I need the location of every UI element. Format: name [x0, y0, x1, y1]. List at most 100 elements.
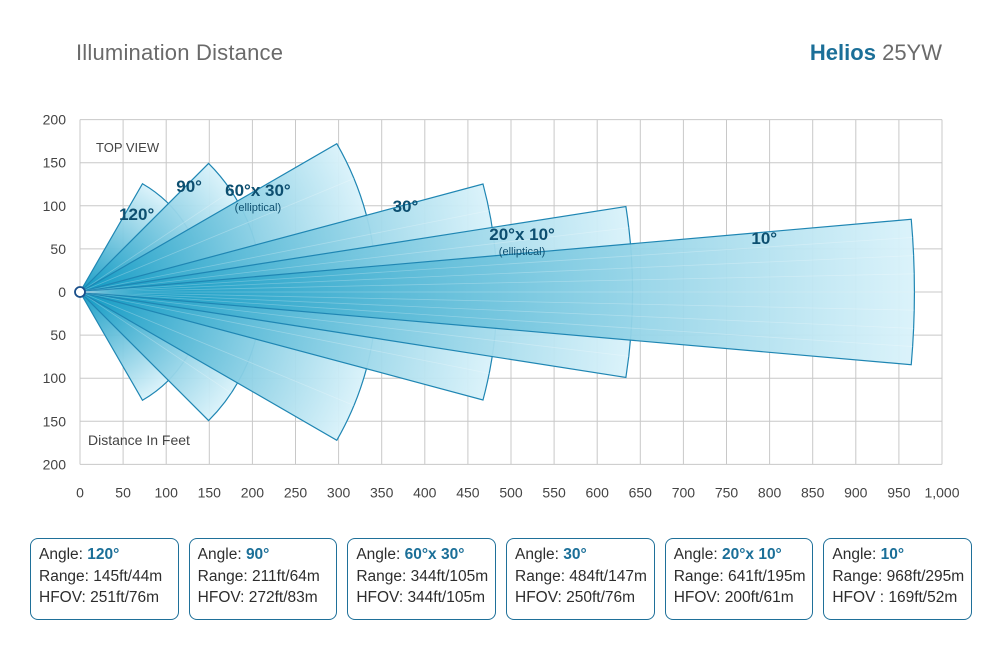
- y-tick-label: 100: [43, 370, 67, 386]
- spec-card-60x30: Angle: 60°x 30° Range: 344ft/105m HFOV: …: [347, 538, 497, 620]
- beam-ray: [79, 291, 355, 406]
- x-tick-label: 950: [887, 484, 911, 500]
- beam-angle-label: 10°: [751, 229, 777, 248]
- card-angle: Angle: 20°x 10°: [674, 544, 813, 566]
- brand-label: Helios 25YW: [810, 40, 942, 66]
- card-angle-label: Angle:: [356, 546, 401, 563]
- beam-spec-cards: Angle: 120° Range: 145ft/44m HFOV: 251ft…: [30, 538, 973, 620]
- y-tick-label: 200: [43, 112, 67, 128]
- beam-ray: [79, 291, 629, 357]
- y-tick-label: 50: [50, 241, 66, 257]
- card-angle-label: Angle:: [832, 546, 877, 563]
- x-tick-label: 550: [542, 484, 566, 500]
- beam-angle-label: 30°: [393, 197, 419, 216]
- x-tick-label: 100: [155, 484, 179, 500]
- beam-note: (elliptical): [499, 246, 545, 258]
- x-tick-label: 650: [629, 484, 653, 500]
- x-tick-label: 800: [758, 484, 782, 500]
- card-angle-value: 30°: [563, 546, 587, 563]
- y-tick-label: 150: [43, 413, 67, 429]
- x-tick-label: 300: [327, 484, 351, 500]
- beam-label-layer: 120° 90° 60°x 30° (elliptical) 30° 20°x 10° (e…: [74, 177, 777, 298]
- card-range: Range: 641ft/195m: [673, 567, 806, 585]
- beam-ray: [79, 291, 914, 329]
- beam-ray: [79, 291, 913, 347]
- x-tick-label: 350: [370, 484, 394, 500]
- x-tick-label: 50: [115, 484, 131, 500]
- page-title: Illumination Distance: [76, 40, 284, 65]
- card-angle-value: 120°: [87, 546, 120, 563]
- card-angle-label: Angle:: [515, 546, 559, 563]
- x-tick-label: 450: [456, 484, 480, 500]
- illumination-chart: 120° 90° 60°x 30° (elliptical) 30° 20°x 10° (e…: [43, 112, 960, 501]
- x-tick-label: 600: [586, 484, 610, 500]
- x-axis-title: Distance In Feet: [88, 432, 190, 448]
- beam-wedge: [79, 218, 915, 366]
- spec-card-10: Angle: 10° Range: 968ft/295m HFOV : 169f…: [823, 538, 973, 620]
- beam-ray: [79, 273, 915, 293]
- beam-angle-label: 20°x 10°: [489, 225, 555, 244]
- beam-ray: [79, 227, 629, 293]
- card-angle-label: Angle:: [673, 546, 718, 563]
- spec-card-120: Angle: 120° Range: 145ft/44m HFOV: 251ft…: [30, 538, 179, 620]
- card-angle: Angle: 120°: [39, 544, 178, 566]
- card-hfov: HFOV: 200ft/61m: [673, 589, 794, 606]
- x-tick-label: 400: [413, 484, 437, 500]
- y-tick-label: 50: [50, 327, 66, 343]
- beam-note: (elliptical): [235, 202, 281, 214]
- top-view-label: TOP VIEW: [96, 140, 160, 155]
- spec-card-20x10: Angle: 20°x 10° Range: 641ft/195m HFOV: …: [664, 538, 814, 620]
- origin-marker: [74, 286, 86, 298]
- card-range: Range: 211ft/64m: [197, 567, 320, 585]
- beam-layer: [77, 142, 915, 442]
- card-hfov: HFOV: 250ft/76m: [515, 589, 636, 606]
- card-angle-value: 60°x 30°: [404, 546, 465, 563]
- card-angle: Angle: 90°: [198, 544, 337, 566]
- x-tick-label: 700: [672, 484, 696, 500]
- spec-card-30: Angle: 30° Range: 484ft/147m HFOV: 250ft…: [506, 538, 655, 620]
- x-tick-label: 1,000: [924, 484, 959, 500]
- card-angle: Angle: 10°: [832, 544, 971, 566]
- beam-ray: [79, 190, 232, 293]
- y-tick-label: 0: [58, 284, 66, 300]
- beam-ray: [79, 237, 913, 293]
- beam-ray: [79, 210, 490, 293]
- card-angle-value: 90°: [245, 546, 270, 563]
- beam-ray: [79, 291, 490, 374]
- beam-angle-label: 90°: [176, 177, 202, 196]
- card-hfov: HFOV: 272ft/83m: [197, 589, 318, 606]
- card-hfov: HFOV : 169ft/52m: [832, 589, 958, 606]
- x-tick-label: 0: [76, 484, 84, 500]
- x-tick-label: 250: [284, 484, 308, 500]
- x-tick-label: 750: [715, 484, 739, 500]
- card-range: Range: 968ft/295m: [832, 567, 965, 585]
- spec-card-90: Angle: 90° Range: 211ft/64m HFOV: 272ft/…: [188, 538, 338, 620]
- brand-model: 25YW: [882, 40, 942, 65]
- beam-angle-label: 60°x 30°: [225, 181, 291, 200]
- x-tick-label: 150: [198, 484, 222, 500]
- card-angle-label: Angle:: [197, 546, 242, 563]
- x-tick-label: 900: [844, 484, 868, 500]
- brand-name: Helios: [809, 40, 876, 65]
- card-hfov: HFOV: 251ft/76m: [39, 589, 160, 606]
- card-angle-label: Angle:: [39, 546, 83, 563]
- y-tick-label: 200: [43, 456, 67, 472]
- card-range: Range: 344ft/105m: [356, 567, 489, 585]
- beam-ray: [79, 255, 914, 293]
- axis-labels: 0 50 100 150 200 250 300 350 400 450 500 550 600 650 7…: [43, 112, 960, 501]
- beam-ray: [79, 291, 915, 311]
- card-hfov: HFOV: 344ft/105m: [356, 589, 485, 606]
- beam-angle-label: 120°: [119, 205, 154, 224]
- card-angle: Angle: 60°x 30°: [356, 544, 495, 566]
- card-angle: Angle: 30°: [515, 544, 654, 566]
- y-tick-label: 100: [43, 198, 67, 214]
- card-angle-value: 20°x 10°: [721, 546, 782, 563]
- y-tick-label: 150: [43, 155, 67, 171]
- x-tick-label: 500: [499, 484, 523, 500]
- beam-ray: [79, 178, 355, 293]
- x-tick-label: 200: [241, 484, 265, 500]
- x-tick-label: 850: [801, 484, 825, 500]
- beam-ray: [79, 291, 232, 394]
- card-range: Range: 145ft/44m: [39, 567, 163, 585]
- card-angle-value: 10°: [880, 546, 905, 563]
